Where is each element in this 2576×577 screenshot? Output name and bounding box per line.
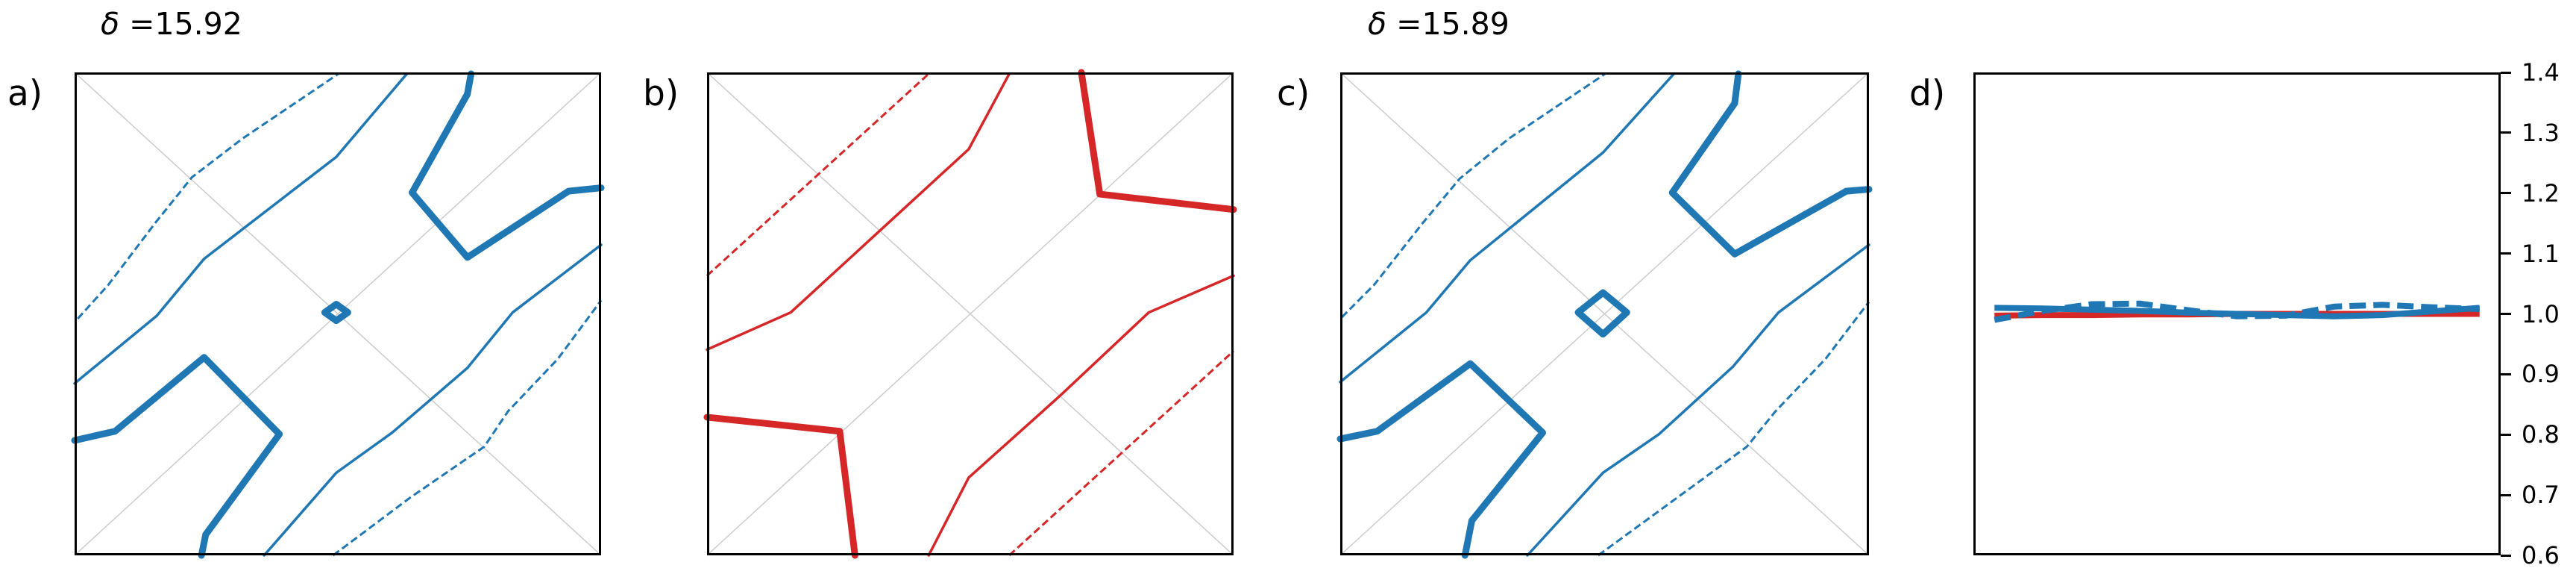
y-tick-mark bbox=[2501, 192, 2511, 195]
contour-line-thin bbox=[929, 275, 1234, 555]
contour-line-thin bbox=[75, 74, 406, 384]
y-tick-label: 1.4 bbox=[2522, 58, 2560, 87]
contour-canvas bbox=[1340, 72, 1869, 555]
contour-line-thick bbox=[707, 417, 855, 555]
contour-line-thick bbox=[1340, 364, 1543, 555]
panel-a-contour-plot bbox=[75, 72, 601, 555]
panel-c-contour-plot bbox=[1340, 72, 1869, 555]
y-tick-mark bbox=[2501, 554, 2511, 557]
y-tick-mark bbox=[2501, 131, 2511, 134]
y-tick-label: 1.1 bbox=[2522, 239, 2560, 268]
contour-line-dashed bbox=[1598, 302, 1869, 555]
y-tick-mark bbox=[2501, 493, 2511, 496]
y-tick-label: 0.7 bbox=[2522, 481, 2560, 510]
line-canvas bbox=[1973, 72, 2501, 555]
panel-label-c: c) bbox=[1277, 73, 1310, 114]
panel-c-title: δ =15.89 bbox=[1368, 4, 1510, 43]
contour-canvas bbox=[75, 72, 601, 555]
contour-line-thin bbox=[264, 245, 601, 555]
panel-a-title: δ =15.92 bbox=[101, 4, 242, 43]
contour-line-dashed bbox=[1009, 351, 1234, 555]
contour-line-thick bbox=[1081, 72, 1234, 210]
y-tick-label: 0.8 bbox=[2522, 420, 2560, 449]
contour-line-thin bbox=[707, 74, 1009, 349]
y-tick-mark bbox=[2501, 313, 2511, 315]
contour-line-dashed bbox=[1342, 74, 1605, 317]
y-tick-label: 1.0 bbox=[2522, 299, 2560, 328]
delta-value: =15.89 bbox=[1386, 6, 1510, 42]
delta-value: =15.92 bbox=[119, 6, 242, 42]
contour-line-dashed bbox=[333, 300, 601, 555]
y-tick-label: 0.6 bbox=[2522, 541, 2560, 570]
y-tick-mark bbox=[2501, 372, 2511, 375]
panel-label-d: d) bbox=[1909, 73, 1946, 114]
y-tick-label: 1.3 bbox=[2522, 118, 2560, 147]
contour-line-thick bbox=[1672, 74, 1869, 254]
contour-line-thick bbox=[75, 358, 280, 555]
contour-canvas bbox=[707, 72, 1234, 555]
diagonal-guide-line bbox=[1340, 72, 1869, 555]
panel-label-b: b) bbox=[643, 73, 679, 114]
panel-label-a: a) bbox=[7, 73, 43, 114]
panel-d-line-plot bbox=[1973, 72, 2501, 555]
contour-line-thick bbox=[1578, 293, 1627, 334]
delta-symbol: δ bbox=[101, 6, 120, 42]
diagonal-guide-line bbox=[707, 72, 1234, 555]
y-tick-mark bbox=[2501, 433, 2511, 436]
y-tick-mark bbox=[2501, 252, 2511, 255]
series-blue-dashed bbox=[1994, 304, 2479, 320]
contour-line-thin bbox=[1527, 245, 1869, 555]
y-tick-label: 1.2 bbox=[2522, 178, 2560, 208]
panel-b-contour-plot bbox=[707, 72, 1234, 555]
y-tick-label: 0.9 bbox=[2522, 360, 2560, 389]
contour-line-thin bbox=[1340, 74, 1674, 382]
contour-line-dashed bbox=[707, 74, 929, 275]
contour-line-thick bbox=[324, 305, 348, 321]
delta-symbol: δ bbox=[1368, 6, 1387, 42]
contour-line-dashed bbox=[78, 74, 338, 319]
contour-line-thick bbox=[412, 74, 601, 258]
y-tick-mark bbox=[2501, 71, 2511, 74]
diagonal-guide-line bbox=[75, 72, 601, 555]
